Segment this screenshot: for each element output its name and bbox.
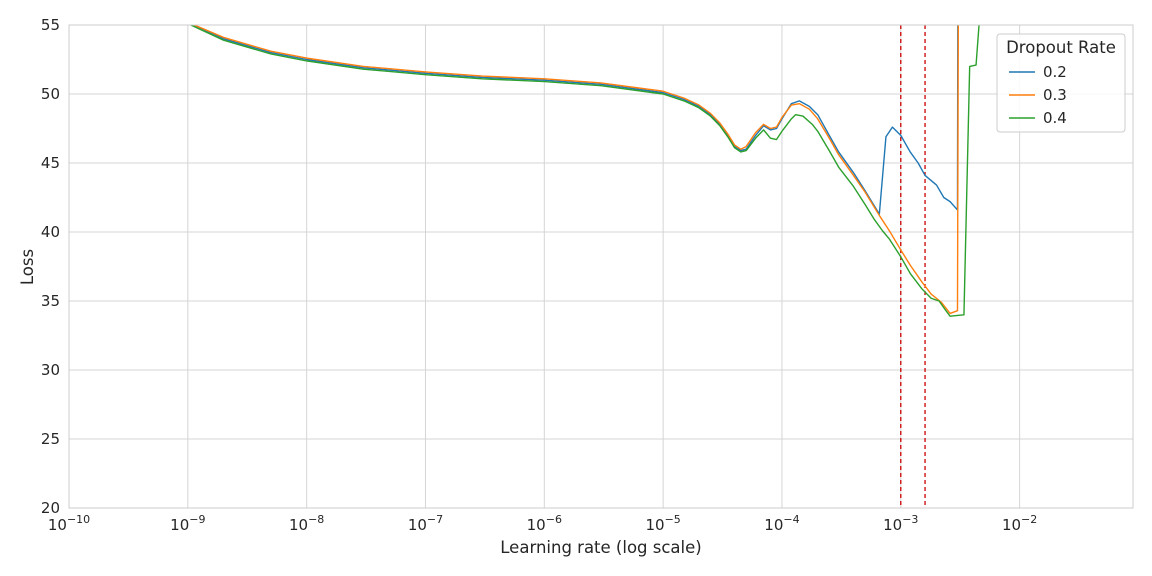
x-tick-label: 10−9 (170, 513, 205, 534)
x-tick-label: 10−3 (883, 513, 918, 534)
x-tick-label: 10−4 (764, 513, 799, 534)
x-tick-label: 10−2 (1002, 513, 1037, 534)
y-tick-label: 40 (41, 223, 60, 241)
y-tick-label: 35 (41, 292, 60, 310)
y-tick-label: 50 (41, 85, 60, 103)
legend-label-0.2: 0.2 (1043, 63, 1067, 81)
x-axis-ticks: 10−10 10−9 10−8 10−7 10−6 10−5 10−4 10−3 10−2 (48, 513, 1037, 534)
series-line-0.3 (192, 25, 960, 315)
plot-frame (68, 24, 1134, 509)
y-axis-ticks: 20 25 30 35 40 45 50 55 (41, 16, 60, 517)
x-tick-label: 10−6 (527, 513, 562, 534)
x-tick-label: 10−7 (408, 513, 443, 534)
y-tick-label: 45 (41, 154, 60, 172)
y-tick-label: 25 (41, 430, 60, 448)
x-tick-label: 10−8 (289, 513, 324, 534)
x-axis-label: Learning rate (log scale) (500, 538, 701, 557)
legend-label-0.4: 0.4 (1043, 109, 1067, 127)
y-tick-label: 20 (41, 499, 60, 517)
legend-label-0.3: 0.3 (1043, 86, 1067, 104)
series-group (189, 25, 980, 317)
legend-items: 0.2 0.3 0.4 (1009, 63, 1067, 127)
y-tick-label: 55 (41, 16, 60, 34)
x-tick-label: 10−10 (48, 513, 90, 534)
y-axis-label: Loss (18, 249, 37, 285)
reference-lines (900, 25, 926, 508)
plot-area (69, 25, 1133, 508)
series-line-0.2 (192, 25, 959, 215)
legend-box (996, 33, 1126, 133)
y-tick-label: 30 (41, 361, 60, 379)
legend: Dropout Rate 0.2 0.3 0.4 (996, 33, 1126, 133)
series-line-0.4 (189, 25, 980, 317)
x-tick-label: 10−5 (645, 513, 680, 534)
legend-title: Dropout Rate (1006, 38, 1116, 57)
